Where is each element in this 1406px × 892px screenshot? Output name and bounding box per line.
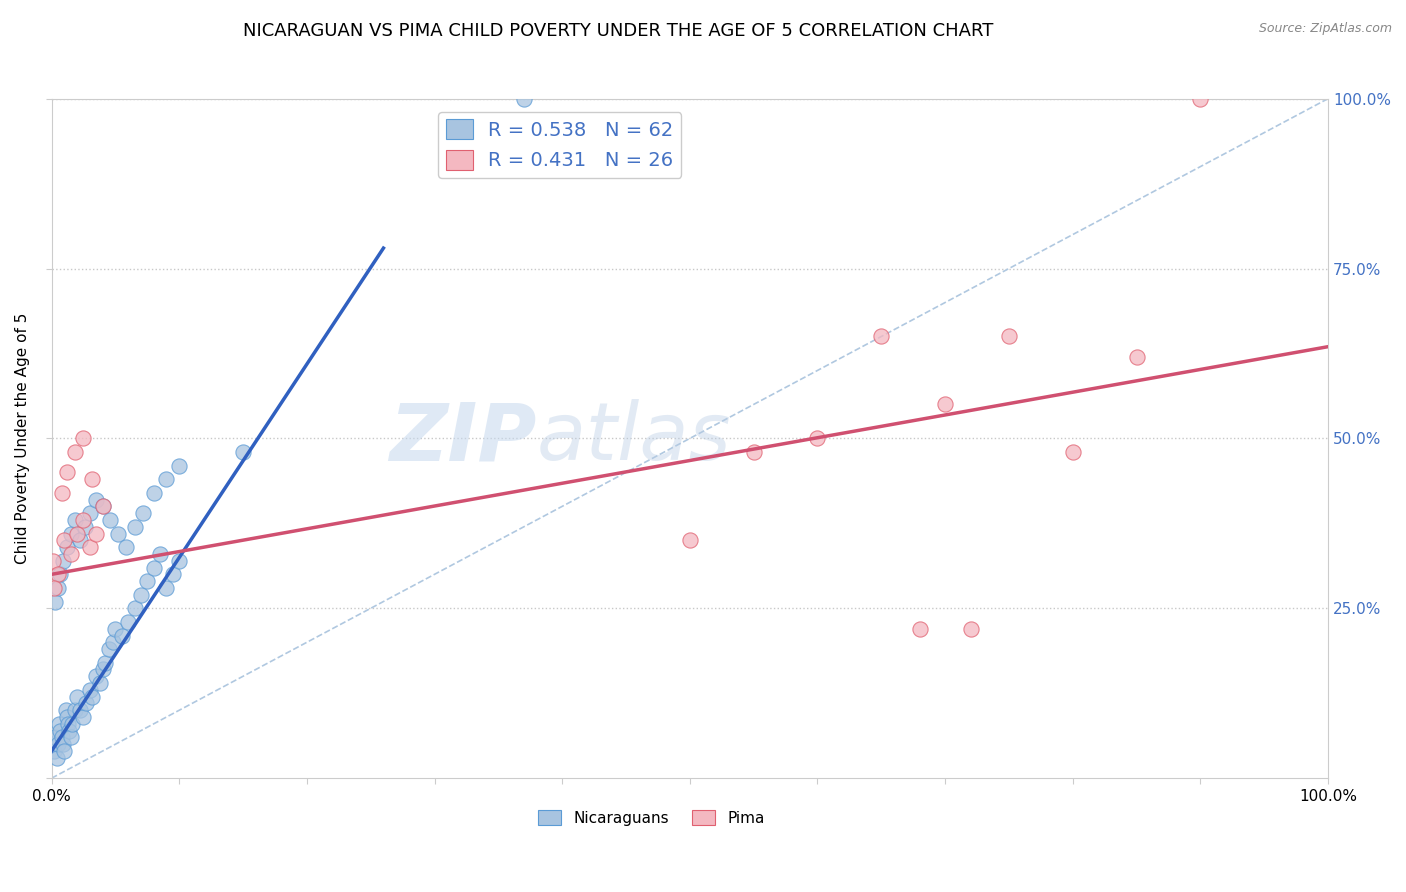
Point — [75, 697, 97, 711]
Point — [84, 492, 107, 507]
Point — [79, 682, 101, 697]
Point — [42, 581, 65, 595]
Point — [44, 731, 66, 745]
Point — [84, 669, 107, 683]
Point — [82, 472, 104, 486]
Point — [1062, 445, 1084, 459]
Point — [998, 329, 1021, 343]
Point — [162, 567, 184, 582]
Point — [124, 601, 146, 615]
Point — [69, 703, 91, 717]
Point — [934, 397, 956, 411]
Point — [806, 431, 828, 445]
Point — [79, 540, 101, 554]
Point — [63, 703, 86, 717]
Legend: Nicaraguans, Pima: Nicaraguans, Pima — [533, 804, 770, 831]
Point — [167, 458, 190, 473]
Point — [46, 737, 69, 751]
Text: Source: ZipAtlas.com: Source: ZipAtlas.com — [1258, 22, 1392, 36]
Point — [679, 533, 702, 548]
Point — [56, 716, 79, 731]
Point — [136, 574, 159, 588]
Point — [117, 615, 139, 629]
Point — [742, 445, 765, 459]
Point — [45, 751, 67, 765]
Point — [72, 431, 94, 445]
Point — [91, 500, 114, 514]
Point — [42, 744, 65, 758]
Point — [56, 466, 79, 480]
Point — [46, 581, 69, 595]
Point — [1125, 350, 1147, 364]
Point — [149, 547, 172, 561]
Point — [53, 533, 76, 548]
Point — [1189, 92, 1212, 106]
Point — [111, 628, 134, 642]
Point — [142, 560, 165, 574]
Point — [98, 642, 121, 657]
Point — [89, 676, 111, 690]
Point — [69, 533, 91, 548]
Point — [91, 663, 114, 677]
Point — [114, 540, 136, 554]
Text: ZIP: ZIP — [389, 400, 537, 477]
Point — [142, 485, 165, 500]
Point — [94, 656, 117, 670]
Point — [513, 92, 536, 106]
Point — [53, 744, 76, 758]
Point — [101, 635, 124, 649]
Point — [49, 723, 72, 738]
Point — [84, 526, 107, 541]
Point — [91, 500, 114, 514]
Text: NICARAGUAN VS PIMA CHILD POVERTY UNDER THE AGE OF 5 CORRELATION CHART: NICARAGUAN VS PIMA CHILD POVERTY UNDER T… — [243, 22, 994, 40]
Point — [98, 513, 121, 527]
Text: atlas: atlas — [537, 400, 731, 477]
Point — [132, 506, 155, 520]
Point — [59, 547, 82, 561]
Point — [48, 716, 70, 731]
Point — [51, 485, 73, 500]
Point — [124, 520, 146, 534]
Point — [44, 594, 66, 608]
Point — [232, 445, 254, 459]
Point — [908, 622, 931, 636]
Point — [129, 588, 152, 602]
Point — [66, 526, 89, 541]
Point — [63, 445, 86, 459]
Point — [73, 520, 96, 534]
Point — [63, 513, 86, 527]
Point — [51, 731, 73, 745]
Point — [66, 690, 89, 704]
Point — [42, 554, 65, 568]
Point — [56, 540, 79, 554]
Point — [52, 554, 75, 568]
Point — [49, 567, 72, 582]
Point — [55, 703, 77, 717]
Point — [870, 329, 893, 343]
Point — [104, 622, 127, 636]
Point — [167, 554, 190, 568]
Point — [107, 526, 129, 541]
Point — [52, 737, 75, 751]
Point — [79, 506, 101, 520]
Point — [58, 723, 80, 738]
Point — [59, 731, 82, 745]
Point — [155, 472, 177, 486]
Point — [72, 513, 94, 527]
Point — [60, 716, 83, 731]
Point — [959, 622, 981, 636]
Point — [59, 526, 82, 541]
Point — [155, 581, 177, 595]
Point — [46, 567, 69, 582]
Point — [82, 690, 104, 704]
Point — [42, 737, 65, 751]
Y-axis label: Child Poverty Under the Age of 5: Child Poverty Under the Age of 5 — [15, 313, 30, 564]
Point — [72, 710, 94, 724]
Point — [56, 710, 79, 724]
